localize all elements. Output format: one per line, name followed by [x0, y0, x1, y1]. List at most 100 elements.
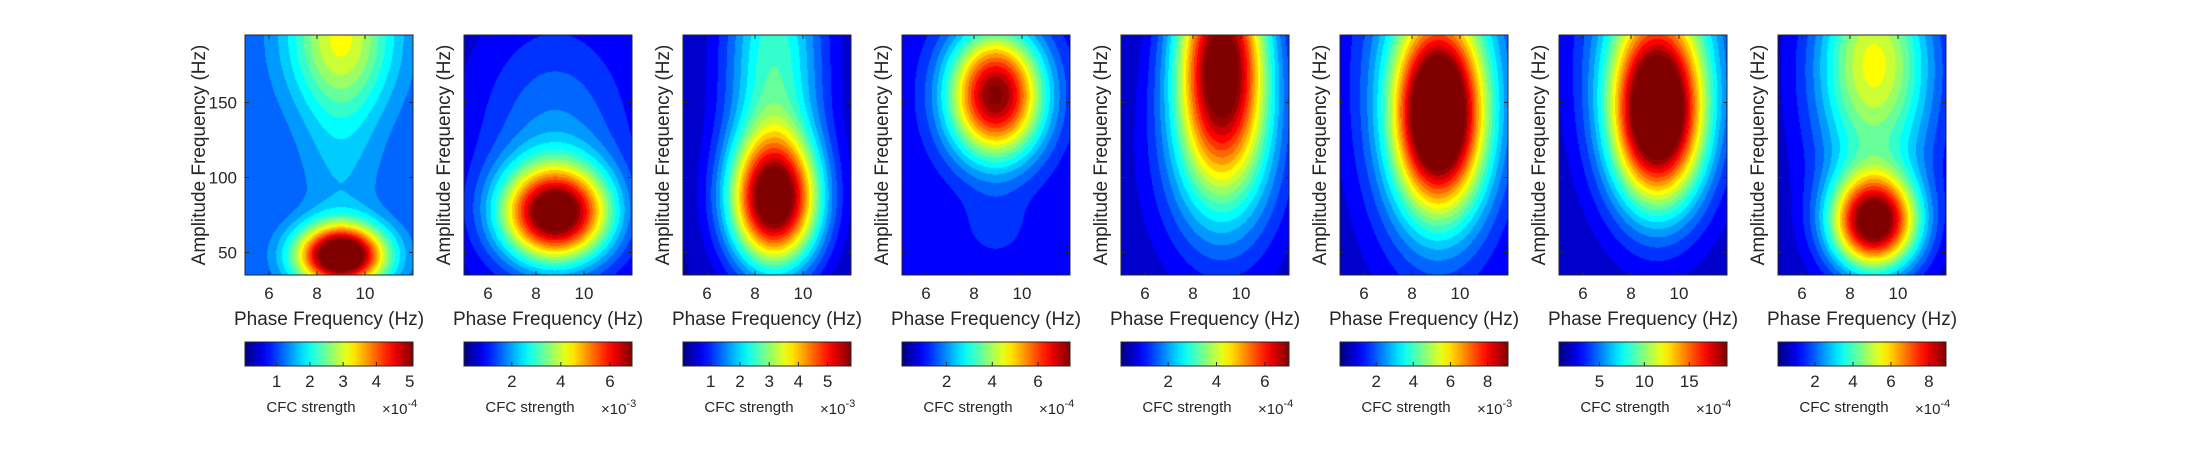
colorbar-tick-label: 6 — [1260, 372, 1269, 391]
colorbar-2: 2 4 6 CFC strength ×10-3 — [463, 341, 636, 418]
colorbar-8: 2 4 6 8 CFC strength ×10-4 — [1777, 341, 1950, 418]
heatmap-8 — [1778, 35, 1946, 275]
colorbar-tick-label: 4 — [556, 372, 565, 391]
heatmap-6 — [1340, 35, 1508, 275]
colorbar-tick-label: 4 — [988, 372, 997, 391]
colorbar-tick-label: 15 — [1680, 372, 1699, 391]
colorbar-label: CFC strength — [1580, 399, 1669, 416]
colorbar-tick-label: 1 — [706, 372, 715, 391]
x-tick-label: 8 — [1845, 284, 1854, 303]
colorbar-label: CFC strength — [704, 399, 793, 416]
panel-2: 6 8 10 Phase Frequency (Hz) Amplitude Freque… — [434, 34, 643, 330]
panel-1: 6 8 10 50 100 150 Phase Frequency (Hz) Amplitud… — [189, 34, 424, 330]
colorbar-tick-label: 4 — [372, 372, 381, 391]
colorbar-7: 5 10 15 CFC strength ×10-4 — [1558, 341, 1731, 418]
colorbar-tick-label: 2 — [1163, 372, 1172, 391]
colorbar-tick-label: 4 — [794, 372, 803, 391]
x-tick-label: 10 — [1889, 284, 1908, 303]
x-tick-label: 10 — [1232, 284, 1251, 303]
colorbar-gradient — [244, 341, 414, 367]
colorbar-tick-label: 5 — [1595, 372, 1604, 391]
colorbar-5: 2 4 6 CFC strength ×10-4 — [1120, 341, 1293, 418]
y-axis-label: Amplitude Frequency (Hz) — [653, 45, 674, 266]
colorbar-tick-label: 6 — [1033, 372, 1042, 391]
x-tick-label: 8 — [750, 284, 759, 303]
x-tick-label: 8 — [1407, 284, 1416, 303]
colorbar-tick-label: 6 — [605, 372, 614, 391]
colorbar-tick-label: 2 — [1810, 372, 1819, 391]
y-axis-label: Amplitude Frequency (Hz) — [1091, 45, 1112, 266]
x-tick-label: 6 — [1797, 284, 1806, 303]
x-axis-label: Phase Frequency (Hz) — [1548, 309, 1738, 330]
colorbar-tick-label: 6 — [1886, 372, 1895, 391]
colorbar-exponent: ×10-4 — [382, 398, 417, 418]
heatmap-1 — [245, 35, 413, 275]
panel-8: 6 8 10 Phase Frequency (Hz) Amplitude Freque… — [1748, 34, 1957, 330]
x-tick-label: 10 — [356, 284, 375, 303]
heatmap-3 — [683, 35, 851, 275]
colorbar-tick-label: 5 — [823, 372, 832, 391]
x-tick-label: 6 — [921, 284, 930, 303]
colorbar-gradient — [901, 341, 1071, 367]
colorbar-gradient — [1339, 341, 1509, 367]
y-axis-label: Amplitude Frequency (Hz) — [189, 45, 210, 266]
panel-7: 6 8 10 Phase Frequency (Hz) Amplitude Freque… — [1529, 34, 1738, 330]
colorbar-tick-label: 2 — [942, 372, 951, 391]
colorbar-tick-label: 10 — [1635, 372, 1654, 391]
y-tick-label: 50 — [218, 244, 237, 263]
colorbar-exponent: ×10-4 — [1696, 398, 1731, 418]
colorbar-label: CFC strength — [1142, 399, 1231, 416]
colorbar-tick-label: 2 — [507, 372, 516, 391]
x-axis-label: Phase Frequency (Hz) — [672, 309, 862, 330]
colorbar-1: 1 2 3 4 5 CFC strength ×10-4 — [244, 341, 417, 418]
colorbar-label: CFC strength — [923, 399, 1012, 416]
colorbar-tick-label: 1 — [272, 372, 281, 391]
colorbar-tick-label: 4 — [1212, 372, 1221, 391]
colorbar-label: CFC strength — [266, 399, 355, 416]
x-tick-label: 6 — [483, 284, 492, 303]
axes-box — [1120, 34, 1290, 276]
y-axis-label: Amplitude Frequency (Hz) — [872, 45, 893, 266]
x-axis-label: Phase Frequency (Hz) — [234, 309, 424, 330]
colorbar-label: CFC strength — [1799, 399, 1888, 416]
colorbar-exponent: ×10-3 — [820, 398, 855, 418]
x-tick-label: 8 — [1188, 284, 1197, 303]
x-tick-label: 6 — [702, 284, 711, 303]
x-tick-label: 10 — [1451, 284, 1470, 303]
colorbar-tick-label: 2 — [735, 372, 744, 391]
y-tick-label: 150 — [209, 94, 237, 113]
x-tick-label: 8 — [1626, 284, 1635, 303]
colorbar-tick-label: 8 — [1924, 372, 1933, 391]
axes-box — [463, 34, 633, 276]
y-axis-label: Amplitude Frequency (Hz) — [434, 45, 455, 266]
y-axis-label: Amplitude Frequency (Hz) — [1529, 45, 1550, 266]
heatmap-7 — [1559, 35, 1727, 275]
colorbar-exponent: ×10-4 — [1039, 398, 1074, 418]
axes-box — [682, 34, 852, 276]
colorbar-label: CFC strength — [1361, 399, 1450, 416]
axes-box — [1339, 34, 1509, 276]
heatmap-2 — [464, 35, 632, 275]
axes-box — [1777, 34, 1947, 276]
y-axis-label: Amplitude Frequency (Hz) — [1310, 45, 1331, 266]
x-tick-label: 8 — [531, 284, 540, 303]
x-tick-label: 6 — [1578, 284, 1587, 303]
colorbar-tick-label: 5 — [405, 372, 414, 391]
y-axis-label: Amplitude Frequency (Hz) — [1748, 45, 1769, 266]
x-tick-label: 10 — [1670, 284, 1689, 303]
colorbar-gradient — [1777, 341, 1947, 367]
x-tick-label: 6 — [1140, 284, 1149, 303]
panel-4: 6 8 10 Phase Frequency (Hz) Amplitude Freque… — [872, 34, 1081, 330]
colorbar-tick-label: 2 — [305, 372, 314, 391]
x-tick-label: 10 — [1013, 284, 1032, 303]
x-tick-label: 8 — [312, 284, 321, 303]
x-tick-label: 6 — [1359, 284, 1368, 303]
panel-3: 6 8 10 Phase Frequency (Hz) Amplitude Freque… — [653, 34, 862, 330]
colorbar-exponent: ×10-3 — [601, 398, 636, 418]
colorbar-gradient — [463, 341, 633, 367]
axes-box — [244, 34, 414, 276]
x-axis-label: Phase Frequency (Hz) — [453, 309, 643, 330]
colorbar-gradient — [1120, 341, 1290, 367]
colorbar-tick-label: 2 — [1371, 372, 1380, 391]
colorbar-tick-label: 4 — [1409, 372, 1418, 391]
